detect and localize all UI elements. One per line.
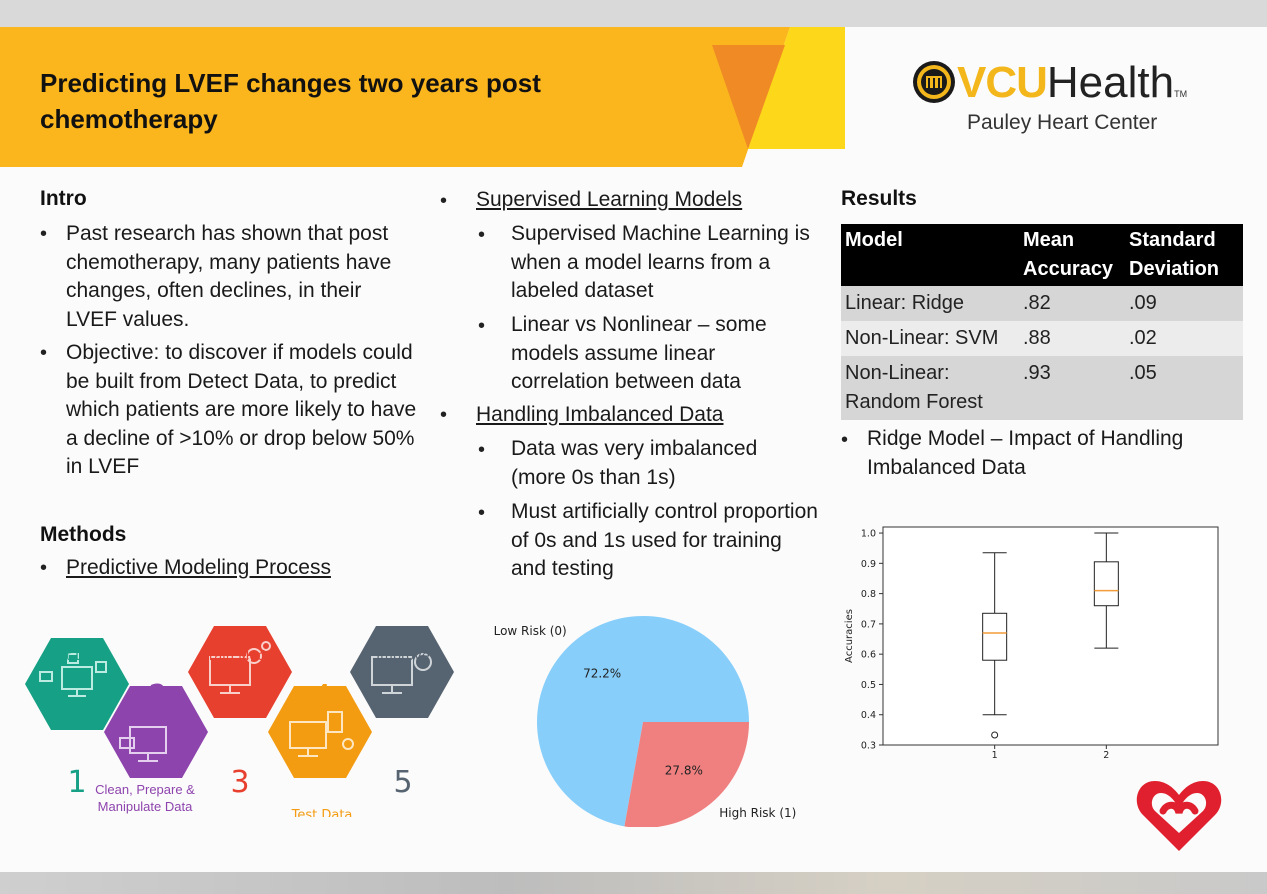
results-table: Model Mean Accuracy Standard Deviation L… [841, 224, 1243, 420]
methods-process-link: Predictive Modeling Process [66, 556, 331, 579]
step-2-hexagon [104, 686, 208, 778]
y-axis-label: Accuracies [844, 609, 855, 663]
step-5-number: 5 [393, 765, 412, 800]
vcu-seal-icon [913, 61, 955, 103]
y-tick-label: 1.0 [861, 529, 876, 540]
heart-logo-icon [1136, 781, 1222, 851]
y-tick-label: 0.6 [861, 650, 876, 661]
intro-bullet-dot: • [40, 223, 48, 245]
ridge-boxplot-chart: 0.30.40.50.60.70.80.91.012Distributions … [844, 526, 1219, 758]
sub-bullet-dot: • [478, 439, 486, 461]
step-3-hexagon [188, 626, 292, 718]
y-tick-label: 0.3 [861, 741, 876, 752]
logo-subtitle: Pauley Heart Center [967, 111, 1158, 134]
step-3-label: Train Model [202, 649, 277, 664]
banner-accent-orange [712, 45, 785, 149]
y-tick-label: 0.9 [861, 559, 876, 570]
box [1093, 561, 1119, 607]
page-title: Predicting LVEF changes two years post c… [40, 68, 541, 134]
pie-category-label: High Risk (1) [719, 806, 796, 820]
x-tick-label: 2 [1103, 750, 1109, 758]
pie-slice [624, 722, 749, 827]
results-heading: Results [841, 187, 917, 210]
column-header-model: Model [841, 224, 1019, 286]
pie-value-label: 72.2% [583, 666, 621, 680]
train-model-icon [209, 641, 271, 694]
ridge-bullet-dot: • [841, 429, 849, 451]
cell-std: .05 [1125, 356, 1243, 420]
risk-pie-chart: 72.2% Low Risk (0) 27.8% High Risk (1) [494, 616, 796, 827]
sub-bullet-dot: • [478, 315, 486, 337]
cell-mean: .82 [1019, 286, 1125, 321]
plot-area [882, 526, 1219, 746]
step-1-label: Get Data [48, 649, 106, 664]
supervised-bullet-1: Supervised Machine Learning is when a mo… [511, 222, 810, 302]
logo-tm: TM [1174, 89, 1188, 99]
cell-model: Linear: Ridge [841, 286, 1019, 321]
supervised-bullet-dot: • [440, 190, 448, 212]
x-tick-label: 1 [992, 750, 998, 758]
cell-model: Non-Linear: SVM [841, 321, 1019, 356]
cell-mean: .93 [1019, 356, 1125, 420]
y-tick-label: 0.8 [861, 589, 876, 600]
supervised-heading: Supervised Learning Models [476, 188, 743, 211]
supervised-bullet-2: Linear vs Nonlinear – some models assume… [511, 313, 767, 393]
logo-health: Health [1046, 58, 1175, 107]
table-row: Non-Linear: Random Forest .93 .05 [841, 356, 1243, 420]
imbalanced-bullet-2: Must artificially control proportion of … [511, 500, 818, 580]
cell-std: .02 [1125, 321, 1243, 356]
table-row: Non-Linear: SVM .88 .02 [841, 321, 1243, 356]
pie-value-label: 27.8% [665, 764, 703, 778]
logo-vcu: VCU [957, 58, 1048, 107]
banner-accent-yellow [748, 27, 845, 149]
step-5-label: Improve [376, 649, 429, 664]
step-2-number: 2 [148, 679, 167, 714]
y-tick-label: 0.5 [861, 680, 876, 691]
table-row: Linear: Ridge .82 .09 [841, 286, 1243, 321]
column-header-mean: Mean Accuracy [1019, 224, 1125, 286]
clean-data-icon [119, 726, 167, 762]
sub-bullet-dot: • [478, 224, 486, 246]
improve-icon [371, 653, 432, 694]
bottom-bar [0, 872, 1267, 894]
step-4-label: Test Data [291, 808, 353, 817]
logo-wordmark: VCUHealthTM [957, 57, 1187, 120]
step-3-number: 3 [230, 765, 249, 800]
intro-bullet-2: Objective: to discover if models could b… [66, 341, 417, 478]
y-tick-label: 0.4 [861, 710, 876, 721]
methods-heading: Methods [40, 523, 127, 546]
cell-std: .09 [1125, 286, 1243, 321]
box-outlier [991, 731, 999, 739]
banner-yellow-band [0, 27, 790, 167]
imbalanced-heading: Handling Imbalanced Data [476, 403, 724, 426]
title-banner [0, 27, 845, 167]
table-header-row: Model Mean Accuracy Standard Deviation [841, 224, 1243, 286]
slide: Predicting LVEF changes two years post c… [0, 27, 1267, 872]
process-diagram: Get Data Train Model Improve 1 2 3 4 5 T… [25, 626, 454, 817]
step-2-label: Clean, Prepare & Manipulate Data [95, 782, 195, 814]
imbalanced-bullet-1: Data was very imbalanced (more 0s than 1… [511, 437, 758, 489]
column-header-std: Standard Deviation [1125, 224, 1243, 286]
cell-model: Non-Linear: Random Forest [841, 356, 1019, 420]
sub-bullet-dot: • [478, 502, 486, 524]
test-data-icon [289, 711, 354, 757]
cell-mean: .88 [1019, 321, 1125, 356]
methods-bullet-dot: • [40, 557, 48, 579]
imbalanced-bullet-dot: • [440, 404, 448, 426]
intro-bullet-dot: • [40, 342, 48, 364]
step-4-number: 4 [312, 679, 331, 714]
pie-slice [537, 616, 749, 827]
intro-bullet-1: Past research has shown that post chemot… [66, 222, 392, 331]
get-data-icon [39, 653, 107, 697]
step-4-hexagon [268, 686, 372, 778]
pie-category-label: Low Risk (0) [494, 624, 567, 638]
step-1-number: 1 [67, 765, 86, 800]
box [982, 612, 1008, 661]
step-5-hexagon [350, 626, 454, 718]
vcu-health-logo: VCUHealthTM Pauley Heart Center [912, 57, 1212, 147]
intro-heading: Intro [40, 187, 87, 210]
y-tick-label: 0.7 [861, 619, 876, 630]
ridge-bullet: Ridge Model – Impact of Handling Imbalan… [867, 427, 1184, 479]
